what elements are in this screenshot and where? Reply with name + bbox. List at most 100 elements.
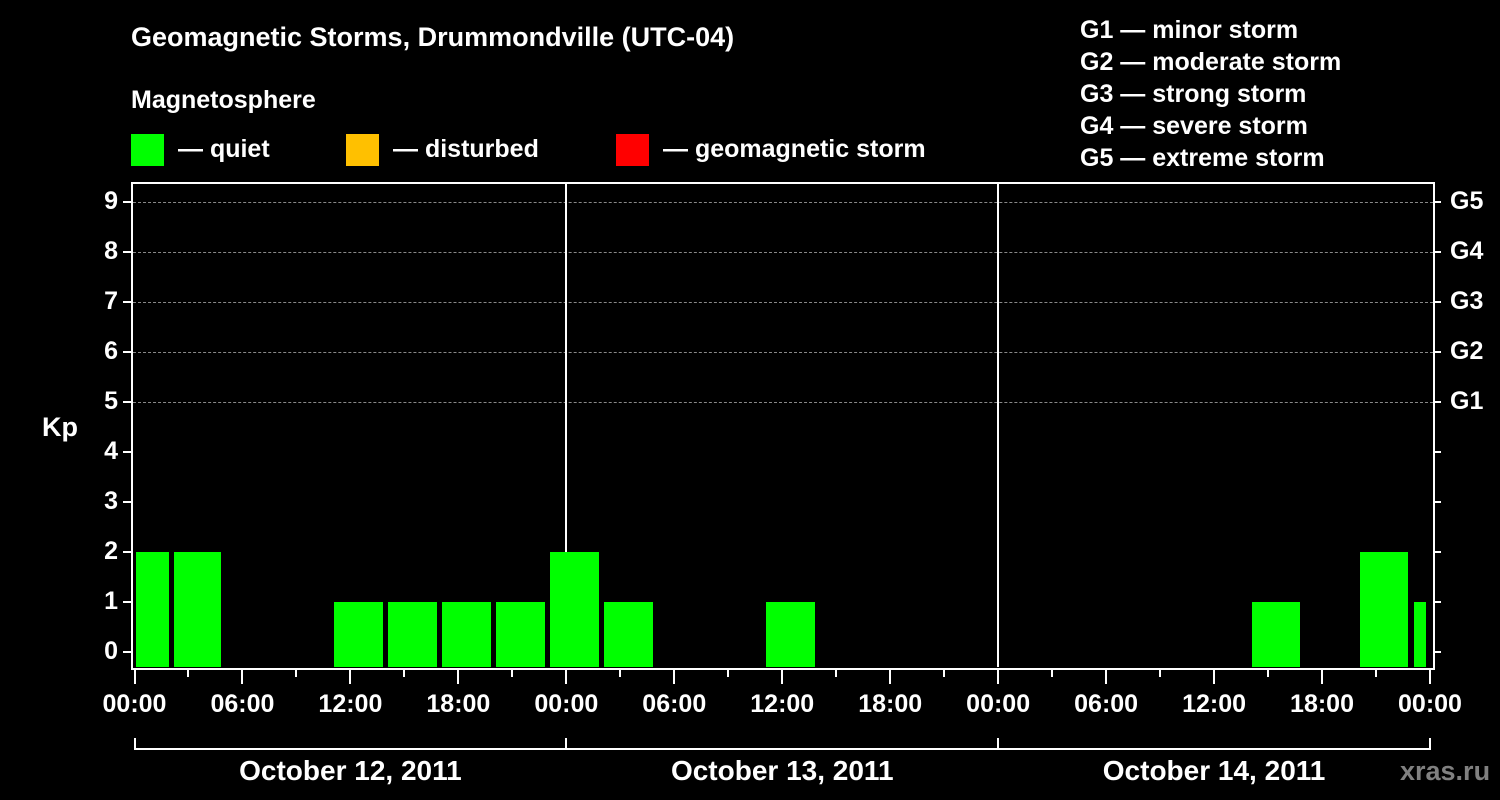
g-scale-label: G2 xyxy=(1450,337,1484,365)
x-tick-label: 12:00 xyxy=(318,690,383,718)
kp-bar xyxy=(1251,602,1301,667)
y-tick-right xyxy=(1433,551,1441,553)
x-tick-minor xyxy=(511,669,514,677)
y-tick-left xyxy=(123,301,131,303)
storm-scale-g4: G4 — severe storm xyxy=(1080,112,1308,140)
x-tick-major xyxy=(781,669,784,684)
x-tick-major xyxy=(241,669,244,684)
kp-bar xyxy=(174,552,221,667)
x-tick-label: 06:00 xyxy=(210,690,275,718)
x-tick-major xyxy=(1429,669,1431,684)
y-tick-label: 1 xyxy=(104,587,118,615)
date-bracket xyxy=(565,738,999,750)
storm-scale-g2: G2 — moderate storm xyxy=(1080,48,1342,76)
legend-disturbed-label: — disturbed xyxy=(393,135,539,163)
y-tick-left xyxy=(123,251,131,253)
y-tick-right xyxy=(1433,201,1441,203)
x-tick-label: 00:00 xyxy=(966,690,1031,718)
storm-scale-g3: G3 — strong storm xyxy=(1080,80,1307,108)
x-tick-major xyxy=(565,669,568,684)
y-tick-label: 0 xyxy=(104,637,118,665)
y-tick-left xyxy=(123,351,131,353)
x-tick-major xyxy=(997,669,1000,684)
legend-storm-label: — geomagnetic storm xyxy=(663,135,926,163)
x-tick-minor xyxy=(943,669,946,677)
x-tick-label: 18:00 xyxy=(426,690,491,718)
kp-bar xyxy=(388,602,437,667)
y-tick-right xyxy=(1433,651,1441,653)
y-tick-right xyxy=(1433,401,1441,403)
storm-swatch xyxy=(616,133,649,166)
x-tick-label: 12:00 xyxy=(750,690,815,718)
kp-bar xyxy=(496,602,545,667)
date-label: October 12, 2011 xyxy=(239,755,462,786)
quiet-swatch xyxy=(131,133,164,166)
y-tick-left xyxy=(123,551,131,553)
x-tick-major xyxy=(1213,669,1216,684)
y-tick-left xyxy=(123,401,131,403)
y-tick-label: 3 xyxy=(104,487,118,515)
kp-bar xyxy=(1413,602,1427,667)
kp-bar xyxy=(550,552,599,667)
x-tick-minor xyxy=(1375,669,1378,677)
x-tick-minor xyxy=(835,669,838,677)
g-scale-label: G1 xyxy=(1450,387,1484,415)
x-tick-label: 06:00 xyxy=(642,690,707,718)
x-tick-minor xyxy=(1159,669,1162,677)
kp-bar xyxy=(334,602,383,667)
y-tick-label: 4 xyxy=(104,437,118,465)
plot-frame xyxy=(131,182,1435,670)
storm-scale-g5: G5 — extreme storm xyxy=(1080,144,1325,172)
day-separator xyxy=(997,183,1000,667)
chart-subtitle: Magnetosphere xyxy=(131,86,316,114)
kp-bar xyxy=(766,602,815,667)
y-tick-right xyxy=(1433,501,1441,503)
y-tick-label: 9 xyxy=(104,187,118,215)
legend-disturbed: — disturbed xyxy=(346,133,539,166)
x-tick-minor xyxy=(1051,669,1054,677)
x-tick-major xyxy=(673,669,676,684)
y-tick-label: 2 xyxy=(104,537,118,565)
x-tick-label: 18:00 xyxy=(1290,690,1354,718)
g-scale-label: G5 xyxy=(1450,187,1484,215)
x-tick-label: 00:00 xyxy=(534,690,599,718)
x-tick-major xyxy=(1105,669,1108,684)
y-tick-left xyxy=(123,601,131,603)
y-tick-left xyxy=(123,201,131,203)
y-tick-right xyxy=(1433,251,1441,253)
g-scale-label: G4 xyxy=(1450,237,1484,265)
x-tick-major xyxy=(133,669,136,684)
x-tick-minor xyxy=(295,669,298,677)
x-tick-label: 00:00 xyxy=(102,690,167,718)
y-tick-label: 7 xyxy=(104,287,118,315)
y-tick-label: 5 xyxy=(104,387,118,415)
y-tick-label: 8 xyxy=(104,237,118,265)
grid-line xyxy=(133,202,1433,203)
storm-scale-legend: G1 — minor storm G2 — moderate storm G3 … xyxy=(1080,14,1341,174)
x-tick-label: 18:00 xyxy=(858,690,923,718)
x-tick-minor xyxy=(187,669,190,677)
date-bracket-end xyxy=(1429,738,1431,750)
x-tick-major xyxy=(1321,669,1324,684)
disturbed-swatch xyxy=(346,133,379,166)
grid-line xyxy=(133,402,1433,403)
chart-title: Geomagnetic Storms, Drummondville (UTC-0… xyxy=(131,22,735,52)
day-separator xyxy=(565,183,568,667)
watermark: xras.ru xyxy=(1400,756,1491,786)
x-tick-label: 06:00 xyxy=(1074,690,1139,718)
x-tick-minor xyxy=(619,669,622,677)
x-tick-minor xyxy=(1267,669,1270,677)
y-tick-left xyxy=(123,451,131,453)
g-scale-label: G3 xyxy=(1450,287,1484,315)
y-tick-right xyxy=(1433,601,1441,603)
kp-bar xyxy=(136,552,169,667)
y-axis-label: Kp xyxy=(42,412,78,442)
y-tick-left xyxy=(123,651,131,653)
legend-quiet: — quiet xyxy=(131,133,270,166)
y-tick-left xyxy=(123,501,131,503)
date-label: October 14, 2011 xyxy=(1102,755,1326,786)
grid-line xyxy=(133,252,1433,253)
y-tick-label: 6 xyxy=(104,337,118,365)
x-tick-label: 12:00 xyxy=(1182,690,1247,718)
x-tick-major xyxy=(457,669,460,684)
